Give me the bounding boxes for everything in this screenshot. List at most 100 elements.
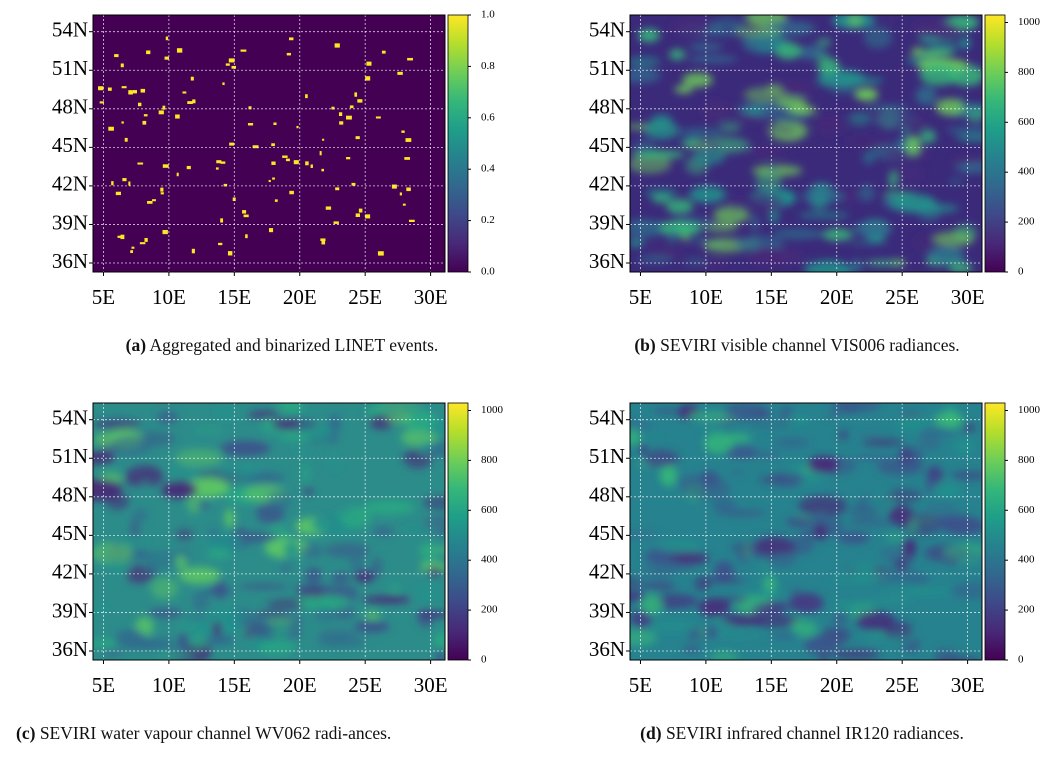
image-texture: [178, 632, 189, 650]
colorbar-tick-label: 1000: [1018, 16, 1041, 28]
image-texture: [129, 519, 141, 539]
image-texture: [863, 26, 893, 49]
image-texture: [698, 628, 707, 636]
image-texture: [852, 454, 894, 462]
x-tick-label: 5E: [629, 673, 652, 697]
colorbar-tick-label: 1000: [1018, 404, 1041, 416]
image-texture: [683, 143, 715, 148]
colorbar-tick-label: 200: [481, 604, 498, 616]
image-texture: [751, 164, 803, 177]
image-texture: [798, 495, 848, 517]
image-texture: [630, 528, 659, 542]
image-texture: [128, 181, 131, 186]
image-texture: [334, 43, 340, 48]
y-tick-label: 48N: [589, 95, 625, 119]
image-texture: [919, 129, 937, 144]
caption-label: (c): [16, 723, 36, 743]
image-texture: [375, 403, 422, 408]
x-tick-label: 15E: [217, 673, 251, 697]
image-texture: [108, 126, 114, 131]
image-texture: [819, 653, 829, 660]
image-texture: [833, 600, 872, 612]
image-texture: [641, 582, 677, 590]
image-texture: [814, 54, 831, 60]
image-texture: [688, 237, 708, 244]
image-texture: [389, 584, 402, 592]
x-tick-label: 20E: [283, 673, 317, 697]
image-texture: [822, 228, 853, 242]
colorbar-tick-label: 400: [1018, 166, 1035, 178]
image-texture: [640, 594, 663, 615]
x-tick-label: 20E: [820, 285, 854, 309]
plot-frame: [92, 14, 446, 273]
image-texture: [143, 564, 160, 574]
image-texture: [377, 251, 384, 256]
image-texture: [362, 596, 413, 604]
y-tick-label: 39N: [52, 598, 88, 622]
image-texture: [384, 410, 412, 424]
image-texture: [426, 566, 443, 577]
x-tick-label: 5E: [92, 673, 115, 697]
image-texture: [405, 138, 412, 142]
image-texture: [178, 567, 221, 584]
image-texture: [435, 647, 445, 660]
image-texture: [651, 593, 699, 609]
caption-label: (d): [640, 723, 662, 743]
image-texture: [848, 111, 872, 126]
y-tick-label: 51N: [589, 56, 625, 80]
image-texture: [357, 99, 363, 103]
image-texture: [912, 46, 922, 53]
image-texture: [959, 37, 971, 50]
image-texture: [266, 598, 309, 611]
image-texture: [882, 583, 931, 595]
image-texture: [141, 482, 150, 488]
image-texture: [164, 56, 170, 60]
plot-frame: [629, 402, 983, 661]
x-tick-label: 10E: [689, 673, 723, 697]
image-texture: [642, 449, 680, 468]
image-texture: [324, 542, 371, 559]
image-texture: [927, 246, 965, 265]
image-texture: [93, 481, 138, 486]
x-tick-label: 20E: [283, 285, 317, 309]
image-texture: [630, 576, 643, 590]
image-texture: [218, 242, 223, 246]
image-texture: [194, 427, 224, 434]
image-texture: [225, 63, 230, 66]
colorbar-tick-label: 800: [1018, 66, 1035, 78]
y-tick-label: 48N: [52, 95, 88, 119]
image-texture: [755, 536, 796, 556]
image-texture: [147, 608, 183, 618]
image-texture: [688, 43, 724, 51]
x-tick-label: 10E: [689, 285, 723, 309]
image-texture: [364, 611, 381, 621]
image-texture: [115, 191, 121, 196]
image-texture: [143, 114, 148, 117]
image-texture: [862, 152, 875, 165]
image-texture: [353, 620, 390, 633]
image-texture: [896, 415, 931, 431]
image-texture: [855, 611, 896, 631]
image-texture: [719, 122, 741, 132]
image-texture: [710, 651, 739, 660]
image-texture: [774, 113, 810, 123]
image-texture: [175, 528, 194, 541]
image-texture: [630, 591, 647, 602]
image-texture: [187, 101, 193, 104]
y-tick-label: 42N: [52, 560, 88, 584]
image-texture: [237, 583, 289, 590]
image-texture: [317, 628, 357, 642]
image-texture: [777, 97, 808, 108]
image-texture: [231, 65, 237, 69]
image-texture: [668, 49, 686, 60]
image-texture: [945, 127, 982, 134]
colorbar-tick-label: 0: [1018, 266, 1024, 278]
image-texture: [331, 572, 351, 582]
image-texture: [687, 55, 738, 63]
image-texture: [630, 219, 663, 239]
colorbar-tick-label: 800: [1018, 454, 1035, 466]
image-texture: [247, 123, 254, 126]
colorbar-tick-label: 200: [1018, 216, 1035, 228]
image-texture: [634, 150, 685, 159]
image-texture: [128, 90, 133, 95]
